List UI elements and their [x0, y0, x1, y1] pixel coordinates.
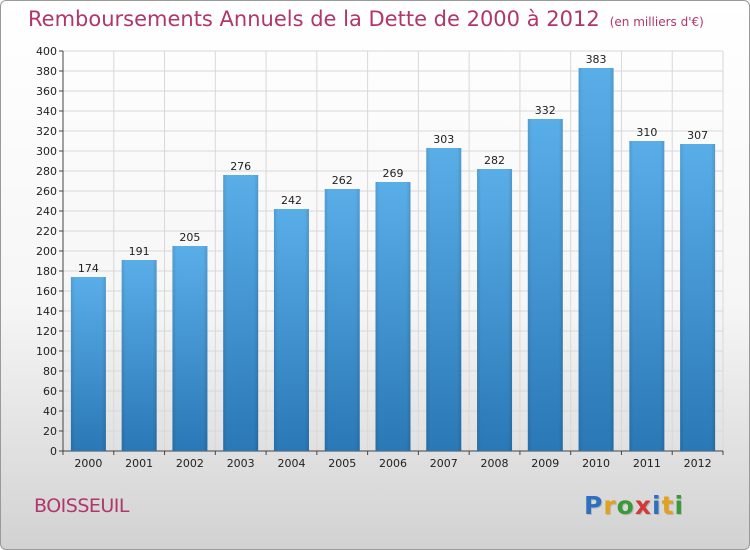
x-tick-label: 2006	[379, 457, 407, 470]
data-label-2006: 269	[383, 167, 404, 180]
y-tick-label: 300	[36, 145, 57, 158]
data-label-2000: 174	[78, 262, 99, 275]
x-tick-label: 2002	[176, 457, 204, 470]
y-tick-label: 40	[43, 405, 57, 418]
y-tick-label: 0	[50, 445, 57, 458]
data-label-2009: 332	[535, 104, 556, 117]
bar-shade	[680, 144, 716, 451]
y-tick-label: 340	[36, 105, 57, 118]
bar-shade	[273, 209, 309, 451]
logo-letter: P	[584, 491, 604, 520]
bar-shade	[527, 119, 563, 451]
logo-letter: i	[652, 491, 662, 520]
data-label-2008: 282	[484, 154, 505, 167]
data-label-2002: 205	[179, 231, 200, 244]
y-tick-label: 20	[43, 425, 57, 438]
y-tick-label: 380	[36, 65, 57, 78]
logo-letter: r	[603, 491, 617, 520]
data-label-2003: 276	[230, 160, 251, 173]
x-tick-label: 2005	[328, 457, 356, 470]
commune-name: BOISSEUIL	[34, 495, 129, 517]
y-tick-label: 400	[36, 45, 57, 58]
data-label-2011: 310	[636, 126, 657, 139]
bar-shade	[324, 189, 360, 451]
bar-shade	[629, 141, 665, 451]
y-tick-label: 140	[36, 305, 57, 318]
chart-subtitle: (en milliers d'€)	[609, 15, 704, 29]
y-tick-label: 120	[36, 325, 57, 338]
y-tick-label: 160	[36, 285, 57, 298]
data-label-2012: 307	[687, 129, 708, 142]
y-tick-label: 260	[36, 185, 57, 198]
y-tick-label: 280	[36, 165, 57, 178]
labels: 0 20 40 60 80 100 120 140 160 180 200 220 240 260 280 3…	[36, 45, 712, 470]
x-tick-label: 2008	[481, 457, 509, 470]
y-tick-label: 60	[43, 385, 57, 398]
x-tick-label: 2000	[74, 457, 102, 470]
y-tick-label: 220	[36, 225, 57, 238]
logo-letter: x	[634, 491, 652, 520]
x-tick-label: 2011	[633, 457, 661, 470]
x-tick-label: 2012	[684, 457, 712, 470]
data-label-2005: 262	[332, 174, 353, 187]
bar-shade	[172, 246, 208, 451]
bar-shade	[477, 169, 513, 451]
bar-shade	[121, 260, 157, 451]
data-label-2001: 191	[129, 245, 150, 258]
y-tick-label: 80	[43, 365, 57, 378]
logo-letter: i	[674, 491, 685, 520]
bar-shade	[578, 68, 614, 451]
data-label-2010: 383	[586, 53, 607, 66]
bars	[70, 68, 716, 451]
x-tick-label: 2009	[531, 457, 559, 470]
x-tick-label: 2003	[227, 457, 255, 470]
logo-letter: o	[616, 491, 635, 520]
proxiti-logo[interactable]: Proxiti	[584, 491, 684, 520]
chart-title-text: Remboursements Annuels de la Dette de 20…	[28, 7, 600, 31]
x-tick-label: 2010	[582, 457, 610, 470]
y-tick-label: 100	[36, 345, 57, 358]
logo-letter: t	[661, 491, 675, 520]
bar-shade	[375, 182, 411, 451]
y-tick-label: 320	[36, 125, 57, 138]
data-label-2004: 242	[281, 194, 302, 207]
bar-shade	[426, 148, 462, 451]
x-tick-label: 2007	[430, 457, 458, 470]
bar-shade	[70, 277, 106, 451]
bar-shade	[223, 175, 259, 451]
y-tick-label: 240	[36, 205, 57, 218]
x-tick-label: 2001	[125, 457, 153, 470]
data-label-2007: 303	[433, 133, 454, 146]
chart-title: Remboursements Annuels de la Dette de 20…	[28, 7, 704, 31]
y-tick-label: 180	[36, 265, 57, 278]
y-tick-label: 360	[36, 85, 57, 98]
x-tick-label: 2004	[277, 457, 305, 470]
y-tick-label: 200	[36, 245, 57, 258]
